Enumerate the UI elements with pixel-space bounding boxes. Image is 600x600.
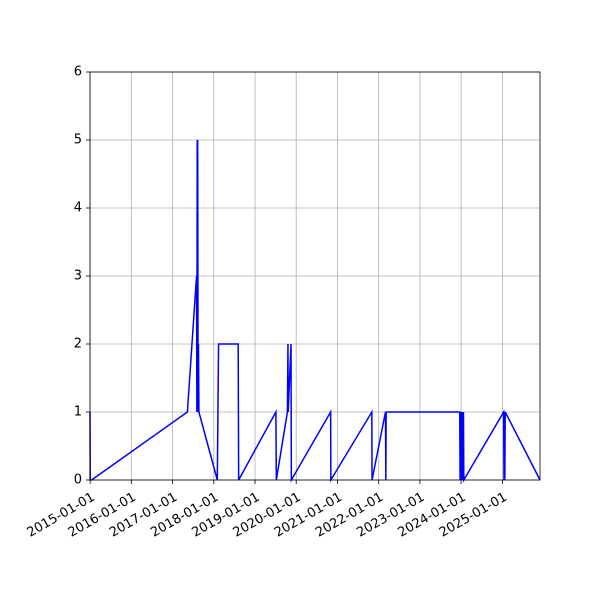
- y-tick-label: 0: [74, 473, 82, 488]
- y-tick-label: 6: [74, 65, 82, 80]
- y-tick-label: 4: [74, 201, 82, 216]
- series-group: [89, 139, 541, 483]
- y-tick-label: 1: [74, 405, 82, 420]
- series-line: [89, 139, 541, 483]
- y-tick-label: 5: [74, 133, 82, 148]
- y-tick-label: 2: [74, 337, 82, 352]
- y-tick-label: 3: [74, 269, 82, 284]
- y-ticks: 0 1 2 3 4 5 6: [74, 65, 90, 488]
